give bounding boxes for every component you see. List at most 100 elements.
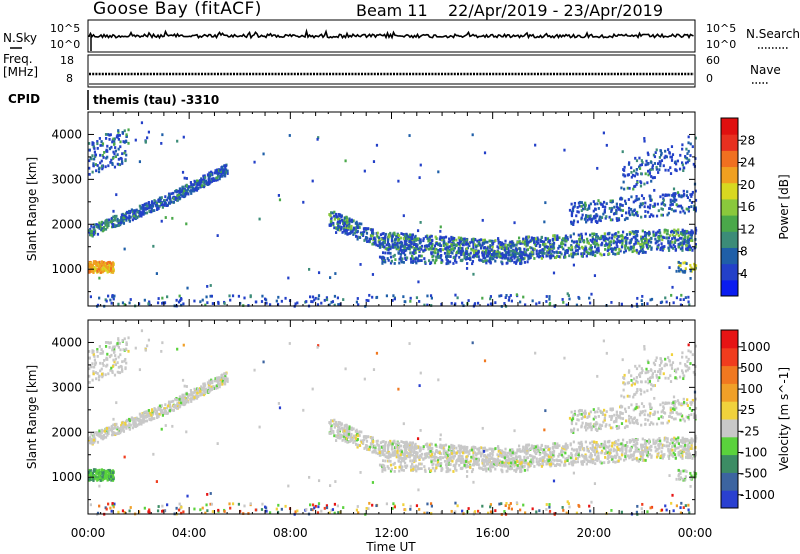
power-cell bbox=[641, 247, 644, 250]
power-cell bbox=[88, 148, 91, 152]
power-cell bbox=[275, 299, 278, 303]
velocity-cell bbox=[111, 471, 115, 475]
velocity-cell bbox=[435, 455, 438, 459]
power-cell bbox=[504, 296, 507, 300]
power-cell bbox=[460, 253, 463, 257]
power-cell bbox=[579, 237, 582, 241]
power-cell bbox=[685, 248, 689, 251]
velocity-cell bbox=[202, 382, 205, 386]
velocity-cell bbox=[121, 339, 124, 342]
power-cell bbox=[156, 206, 159, 210]
power-cell bbox=[471, 260, 475, 263]
power-cell bbox=[604, 216, 607, 220]
power-cell bbox=[89, 264, 93, 268]
velocity-cell bbox=[92, 435, 96, 439]
power-cell bbox=[635, 302, 639, 306]
power-cell bbox=[661, 213, 665, 217]
velocity-cell bbox=[428, 451, 431, 455]
velocity-cell bbox=[444, 450, 448, 454]
velocity-cell bbox=[211, 379, 214, 383]
velocity-cell bbox=[338, 426, 341, 429]
power-cell bbox=[98, 268, 101, 272]
power-cell bbox=[652, 214, 655, 218]
velocity-cell bbox=[161, 413, 165, 417]
power-cell bbox=[193, 179, 196, 183]
power-cell bbox=[434, 251, 437, 255]
power-cell bbox=[670, 159, 674, 162]
power-cell bbox=[679, 303, 683, 307]
power-cell bbox=[516, 240, 519, 244]
power-cell bbox=[278, 198, 282, 202]
power-cell bbox=[148, 209, 151, 213]
power-cell bbox=[580, 216, 583, 220]
velocity-cell bbox=[179, 396, 183, 400]
power-cell bbox=[396, 233, 399, 237]
velocity-cell bbox=[669, 452, 672, 455]
power-cell bbox=[624, 236, 627, 239]
power-cell bbox=[107, 263, 111, 266]
power-cell bbox=[519, 262, 522, 265]
power-cell bbox=[402, 214, 405, 218]
velocity-cell bbox=[92, 477, 95, 481]
velocity-cell bbox=[684, 469, 687, 473]
velocity-cell bbox=[626, 454, 630, 458]
velocity-cell bbox=[461, 457, 465, 461]
power-cell bbox=[400, 242, 403, 246]
power-cell bbox=[523, 253, 526, 257]
power-cell bbox=[687, 205, 691, 209]
power-cell bbox=[588, 204, 591, 208]
power-cell bbox=[277, 295, 280, 299]
power-cell bbox=[134, 138, 137, 142]
velocity-cell bbox=[199, 389, 202, 393]
velocity-cell bbox=[214, 377, 217, 381]
power-cell bbox=[509, 240, 512, 244]
power-cell bbox=[415, 261, 418, 265]
power-cell bbox=[363, 169, 366, 173]
power-cell bbox=[391, 234, 394, 238]
power-cell bbox=[411, 251, 415, 255]
power-cell bbox=[590, 247, 593, 251]
velocity-cell bbox=[146, 415, 149, 419]
power-cell bbox=[613, 246, 617, 250]
power-cell bbox=[378, 236, 381, 240]
power-cell bbox=[400, 260, 404, 264]
power-cell bbox=[599, 236, 602, 240]
power-cell bbox=[265, 301, 268, 305]
power-cell bbox=[671, 233, 674, 237]
power-cell bbox=[615, 243, 618, 246]
power-cell bbox=[88, 229, 91, 232]
power-cell bbox=[500, 247, 503, 250]
power-cell bbox=[672, 231, 676, 234]
power-cell bbox=[121, 131, 124, 134]
velocity-cell bbox=[178, 397, 181, 401]
velocity-cell bbox=[219, 376, 222, 380]
power-cell bbox=[118, 219, 121, 223]
power-cell bbox=[655, 167, 658, 171]
power-cell bbox=[652, 232, 655, 236]
y-tick-label: 2000 bbox=[51, 217, 82, 231]
power-cell bbox=[608, 236, 611, 240]
velocity-cell bbox=[432, 458, 435, 462]
power-cell bbox=[106, 144, 109, 148]
power-cell bbox=[606, 249, 609, 253]
power-cell bbox=[106, 225, 109, 229]
velocity-cell bbox=[117, 339, 120, 342]
power-cell bbox=[535, 252, 538, 255]
power-cell bbox=[155, 201, 159, 205]
power-cell bbox=[396, 241, 399, 245]
power-cell bbox=[514, 262, 518, 265]
velocity-cell bbox=[113, 347, 116, 351]
velocity-cell bbox=[158, 408, 161, 411]
power-cell bbox=[396, 244, 399, 247]
velocity-cell bbox=[683, 478, 686, 482]
velocity-cell bbox=[537, 460, 540, 464]
power-cell bbox=[420, 244, 424, 248]
velocity-cell bbox=[159, 409, 163, 413]
power-cell bbox=[614, 232, 617, 235]
power-cell bbox=[663, 245, 666, 248]
power-cell bbox=[330, 211, 333, 215]
power-cell bbox=[97, 223, 100, 227]
nsky-label: N.Sky bbox=[3, 31, 37, 45]
power-cell bbox=[667, 168, 670, 172]
velocity-cell bbox=[418, 446, 421, 450]
